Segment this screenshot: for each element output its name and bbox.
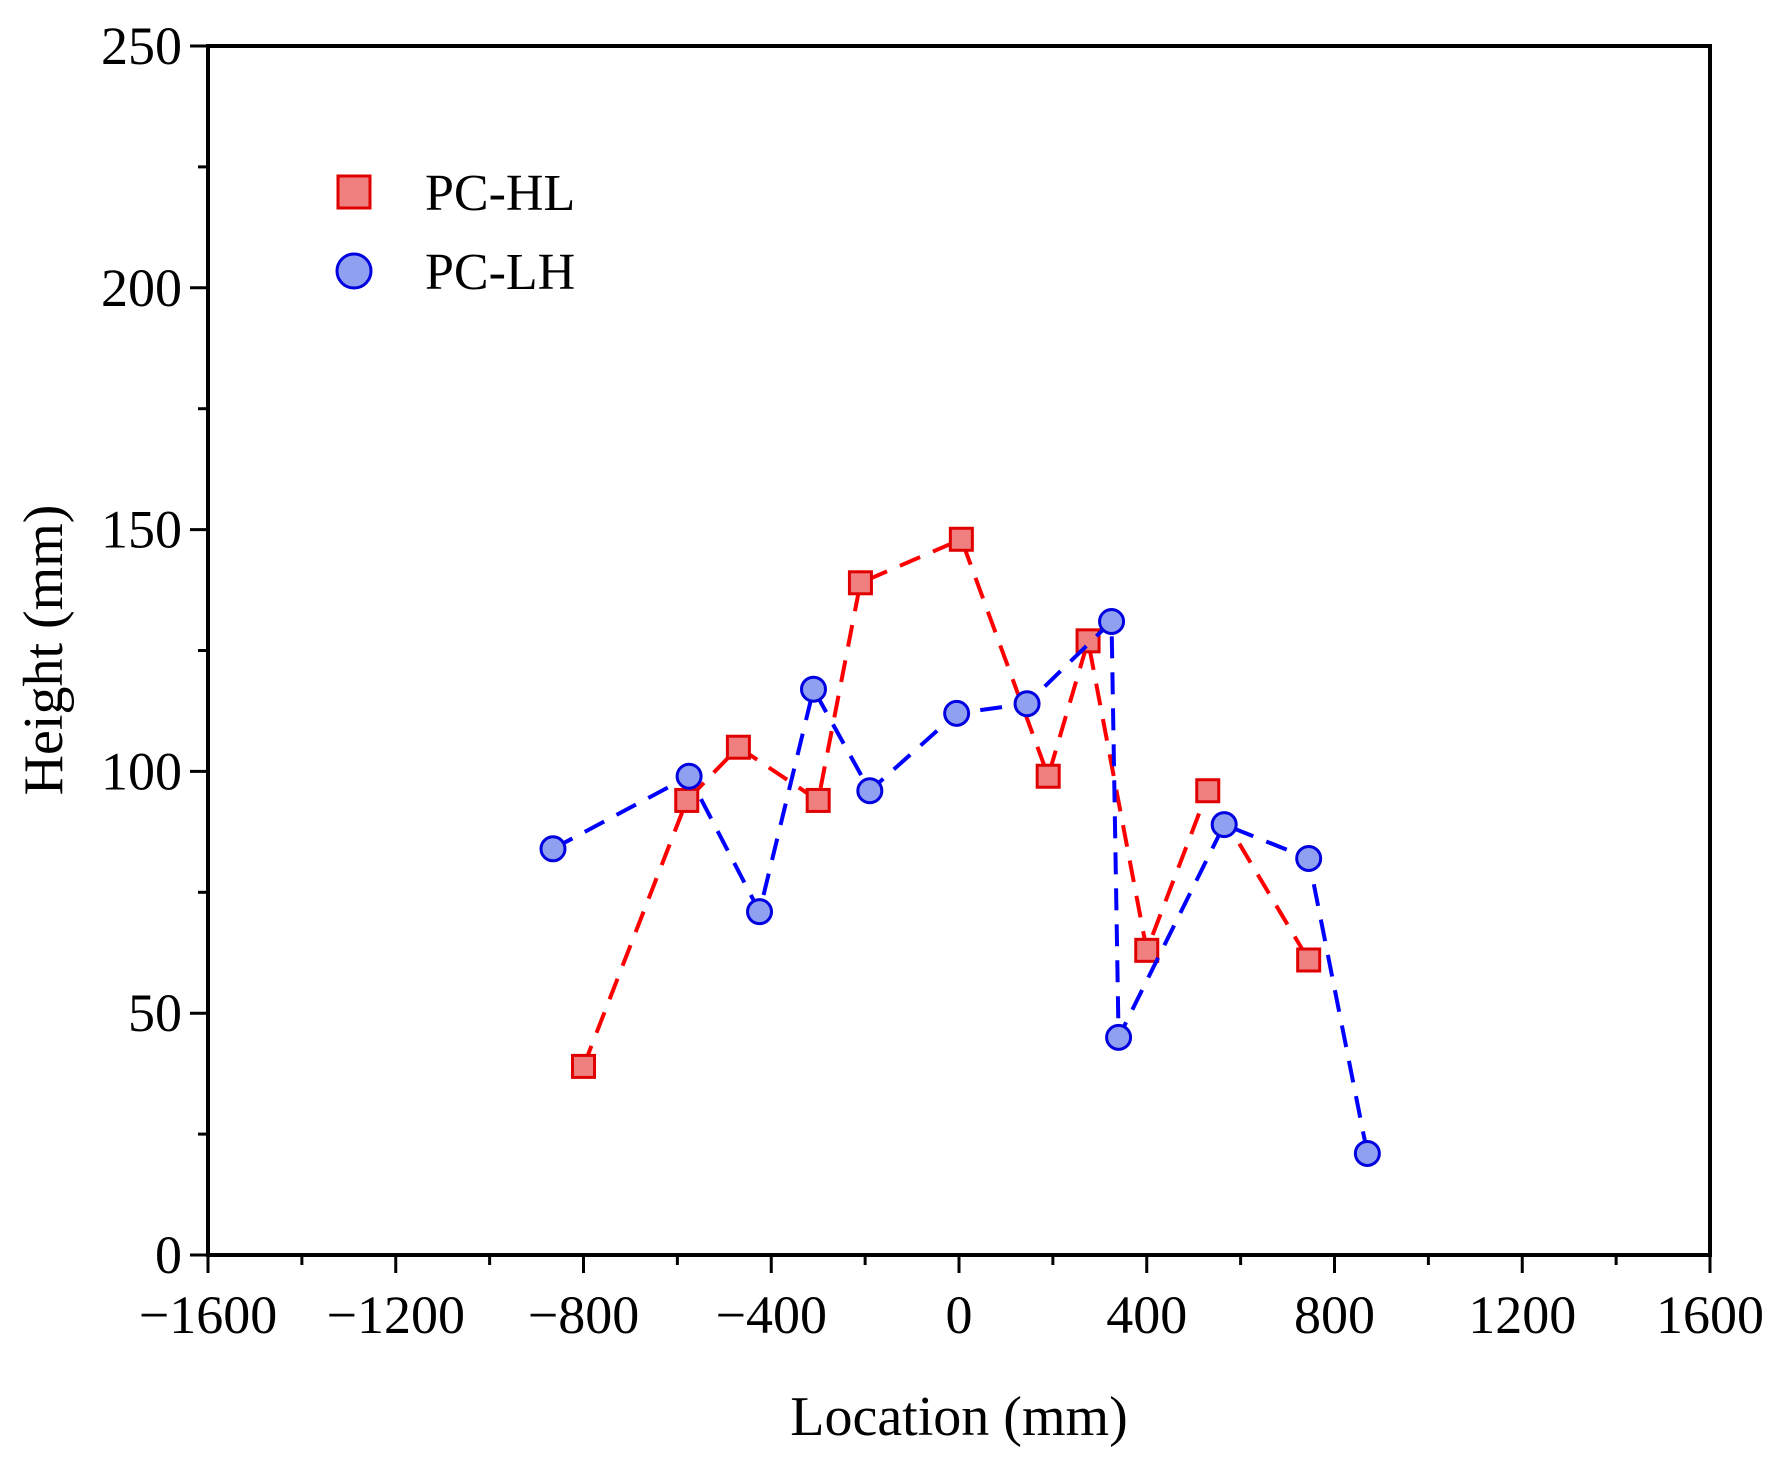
x-tick-label: −1600 bbox=[139, 1285, 277, 1345]
series-line-PC-LH bbox=[552, 616, 1370, 1154]
data-point bbox=[799, 675, 827, 703]
data-point bbox=[1134, 937, 1160, 963]
series-PC-LH bbox=[539, 607, 1381, 1167]
data-point bbox=[571, 1053, 596, 1079]
x-tick-label: 1200 bbox=[1468, 1285, 1576, 1345]
data-point bbox=[1035, 763, 1061, 789]
data-point bbox=[725, 734, 751, 760]
plot-frame bbox=[206, 44, 1712, 1257]
y-tick-label: 150 bbox=[101, 500, 182, 560]
legend-marker-PC-LH bbox=[335, 252, 373, 290]
data-point bbox=[1075, 628, 1101, 654]
x-tick-label: −1200 bbox=[327, 1285, 465, 1345]
data-point bbox=[1295, 844, 1323, 872]
series-PC-HL bbox=[571, 526, 1322, 1079]
data-point bbox=[1105, 1023, 1133, 1051]
x-tick-label: 400 bbox=[1106, 1285, 1187, 1345]
data-point bbox=[1098, 607, 1126, 635]
x-tick-label: −400 bbox=[716, 1285, 827, 1345]
x-tick-label: 1600 bbox=[1656, 1285, 1764, 1345]
y-axis-title: Height (mm) bbox=[13, 505, 75, 796]
y-tick-label: 0 bbox=[155, 1225, 182, 1285]
data-point bbox=[746, 898, 774, 926]
data-point bbox=[856, 777, 884, 805]
data-point bbox=[943, 699, 971, 727]
data-point bbox=[1210, 811, 1238, 839]
data-point bbox=[1195, 778, 1221, 804]
series-line-PC-HL bbox=[581, 536, 1311, 1068]
data-point bbox=[1353, 1139, 1381, 1167]
legend-label: PC-LH bbox=[425, 244, 575, 301]
data-point bbox=[674, 787, 700, 813]
x-tick-label: 800 bbox=[1294, 1285, 1375, 1345]
legend: PC-HL PC-LH bbox=[335, 165, 575, 301]
series-layer bbox=[539, 526, 1381, 1167]
legend-marker-PC-HL bbox=[336, 174, 372, 210]
x-tick-label: 0 bbox=[946, 1285, 973, 1345]
data-point bbox=[948, 526, 974, 552]
data-point bbox=[675, 762, 703, 790]
data-point bbox=[1013, 690, 1041, 718]
data-point bbox=[847, 570, 873, 596]
y-tick-label: 50 bbox=[128, 983, 182, 1043]
y-tick-label: 100 bbox=[101, 741, 182, 801]
x-axis-title: Location (mm) bbox=[790, 1386, 1127, 1448]
data-point bbox=[1296, 947, 1322, 973]
data-point bbox=[805, 787, 831, 813]
y-tick-label: 200 bbox=[101, 258, 182, 318]
x-axis-ticks: −1600 −1200 −800 −400 0 400 800 1200 1600 bbox=[139, 1255, 1764, 1345]
data-point bbox=[539, 835, 567, 863]
y-tick-label: 250 bbox=[101, 16, 182, 76]
x-tick-label: −800 bbox=[528, 1285, 639, 1345]
y-axis-ticks: 0 50 100 150 200 250 bbox=[101, 16, 208, 1285]
legend-label: PC-HL bbox=[425, 165, 575, 222]
